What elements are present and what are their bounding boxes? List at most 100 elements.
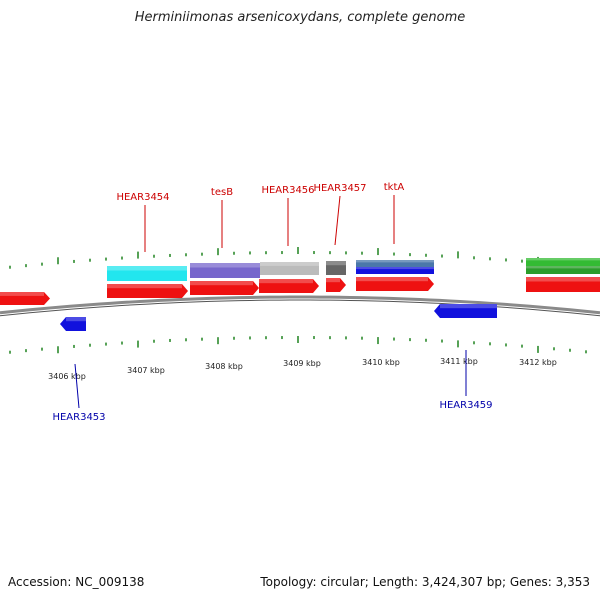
tick-mark [217, 248, 219, 256]
gene-block-cyan [107, 266, 187, 281]
gene-label: tktA [384, 182, 405, 193]
tick-mark [585, 350, 587, 354]
tick-mark [553, 347, 555, 351]
tick-mark [393, 252, 395, 256]
tick-mark [89, 343, 91, 347]
gene-forward [526, 277, 600, 292]
tick-mark [537, 345, 539, 353]
tick-mark [457, 340, 459, 348]
gene-block-green [526, 258, 600, 266]
tick-mark [121, 256, 123, 260]
tick-mark [185, 253, 187, 257]
tick-mark [201, 337, 203, 341]
tick-mark [153, 254, 155, 258]
tick-mark [361, 336, 363, 340]
tick-mark [201, 252, 203, 256]
gene-block-green [526, 266, 600, 274]
tick-mark [185, 338, 187, 342]
gene-block-darkgrey [326, 261, 346, 275]
gene-label: tesB [211, 187, 233, 198]
tick-mark [377, 337, 379, 345]
scale-label: 3412 kbp [519, 358, 557, 367]
tick-mark [345, 251, 347, 255]
scale-label: 3411 kbp [440, 357, 478, 366]
backbone-line [0, 295, 600, 315]
tick-mark [409, 338, 411, 342]
gene-forward [0, 292, 50, 305]
tick-mark [329, 251, 331, 255]
tick-mark [409, 253, 411, 257]
callout-line [74, 363, 80, 409]
tick-mark [9, 265, 11, 269]
tick-mark [297, 247, 299, 255]
tick-mark [473, 341, 475, 345]
tick-mark [57, 257, 59, 265]
tick-mark [329, 336, 331, 340]
gene-block-blue [356, 267, 434, 274]
tick-mark [441, 254, 443, 258]
tick-mark [569, 348, 571, 352]
inner-tick-track [9, 336, 587, 354]
tick-mark [153, 339, 155, 343]
tick-mark [265, 251, 267, 255]
tick-mark [249, 251, 251, 255]
scale-label: 3409 kbp [283, 359, 321, 368]
scale-label: 3410 kbp [362, 358, 400, 367]
tick-mark [489, 257, 491, 261]
tick-mark [457, 251, 459, 259]
tick-mark [73, 344, 75, 348]
tick-mark [217, 337, 219, 345]
tick-mark [473, 256, 475, 260]
gene-forward [356, 277, 434, 291]
gene-label: HEAR3453 [52, 412, 105, 423]
tick-mark [233, 251, 235, 255]
scale-label: 3408 kbp [205, 362, 243, 371]
callout-line [334, 195, 341, 246]
tick-mark [89, 258, 91, 262]
map-title: Herminiimonas arsenicoxydans, complete g… [134, 10, 466, 25]
tick-mark [9, 350, 11, 354]
tick-mark [313, 336, 315, 340]
gene-label: HEAR3454 [116, 192, 169, 203]
gene-forward [326, 278, 346, 292]
tick-mark [233, 336, 235, 340]
tick-mark [169, 253, 171, 257]
gene-forward [107, 284, 188, 298]
tick-mark [25, 349, 27, 353]
tick-mark [265, 336, 267, 340]
gene-block-purple [190, 263, 260, 278]
tick-mark [425, 338, 427, 342]
tick-mark [345, 336, 347, 340]
gene-label: HEAR3459 [439, 400, 492, 411]
gene-label: HEAR3456 [261, 185, 314, 196]
tick-mark [41, 347, 43, 351]
gene-forward [259, 279, 319, 293]
gene-reverse [60, 317, 86, 331]
gene-block-grey [260, 262, 319, 275]
tick-mark [169, 338, 171, 342]
scale-label: 3407 kbp [127, 366, 165, 375]
tick-mark [73, 259, 75, 263]
tick-mark [25, 264, 27, 268]
gene-label: HEAR3457 [313, 183, 366, 194]
gene-reverse [434, 304, 497, 318]
tick-mark [521, 259, 523, 263]
backbone-shadow [0, 299, 600, 317]
tick-mark [441, 339, 443, 343]
gene-forward [190, 281, 259, 295]
tick-mark [505, 343, 507, 347]
tick-mark [57, 346, 59, 354]
tick-mark [505, 258, 507, 262]
tick-mark [489, 342, 491, 346]
tick-mark [41, 262, 43, 266]
tick-mark [361, 251, 363, 255]
tick-mark [281, 251, 283, 255]
tick-mark [281, 336, 283, 340]
gene-block-steelblue [356, 260, 434, 268]
tick-mark [297, 336, 299, 344]
tick-mark [313, 251, 315, 255]
scale-label: 3406 kbp [48, 372, 86, 381]
feature-track [0, 258, 600, 331]
